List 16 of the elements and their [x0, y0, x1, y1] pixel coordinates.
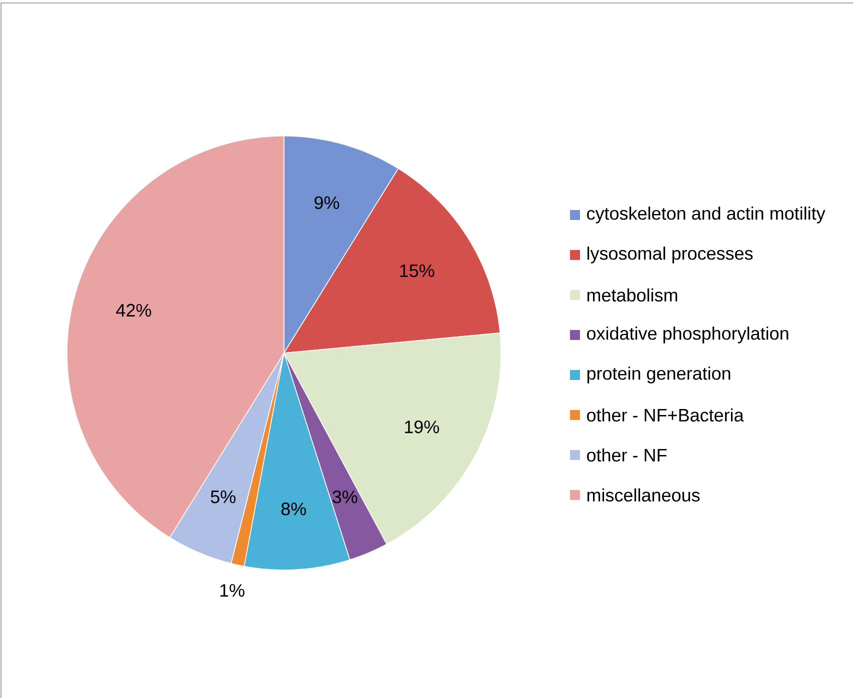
legend-label: metabolism — [587, 288, 678, 302]
legend-label: miscellaneous — [587, 488, 700, 502]
legend-label: cytoskeleton and actin motility — [587, 206, 826, 224]
data-label: 9% — [314, 196, 340, 210]
legend-label: protein generation — [587, 366, 730, 384]
data-label: 5% — [210, 490, 236, 504]
legend-label: other - NF — [587, 448, 667, 462]
data-label: 8% — [281, 502, 306, 516]
data-label: 42% — [116, 304, 152, 317]
legend-label: lysosomal processes — [587, 246, 753, 264]
data-label: 19% — [405, 420, 440, 434]
data-label: 1% — [220, 584, 244, 597]
legend-label: oxidative phosphorylation — [587, 326, 788, 344]
data-label: 3% — [332, 490, 358, 504]
data-label: 15% — [400, 264, 434, 278]
legend-label: other - NF+Bacteria — [587, 408, 744, 422]
